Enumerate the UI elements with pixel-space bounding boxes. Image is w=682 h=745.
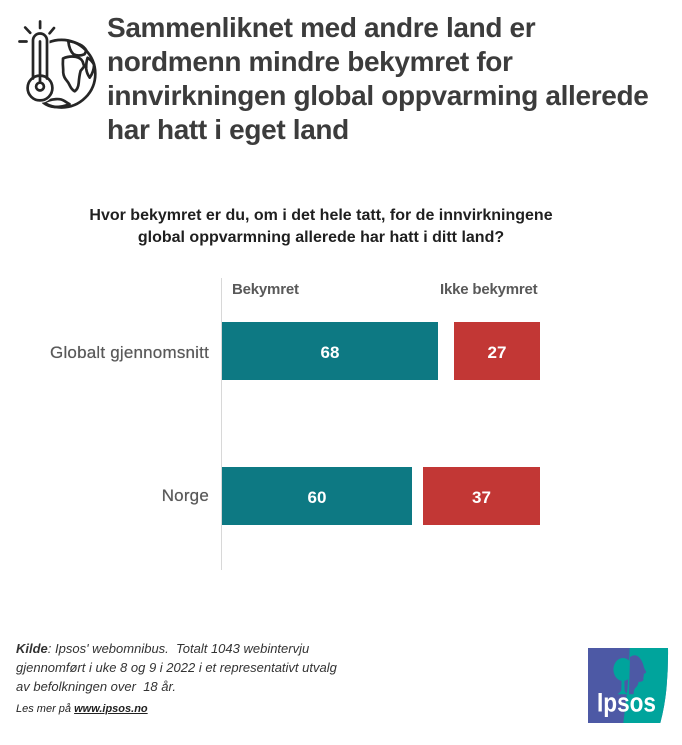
svg-text:Ipsos: Ipsos xyxy=(597,688,656,718)
